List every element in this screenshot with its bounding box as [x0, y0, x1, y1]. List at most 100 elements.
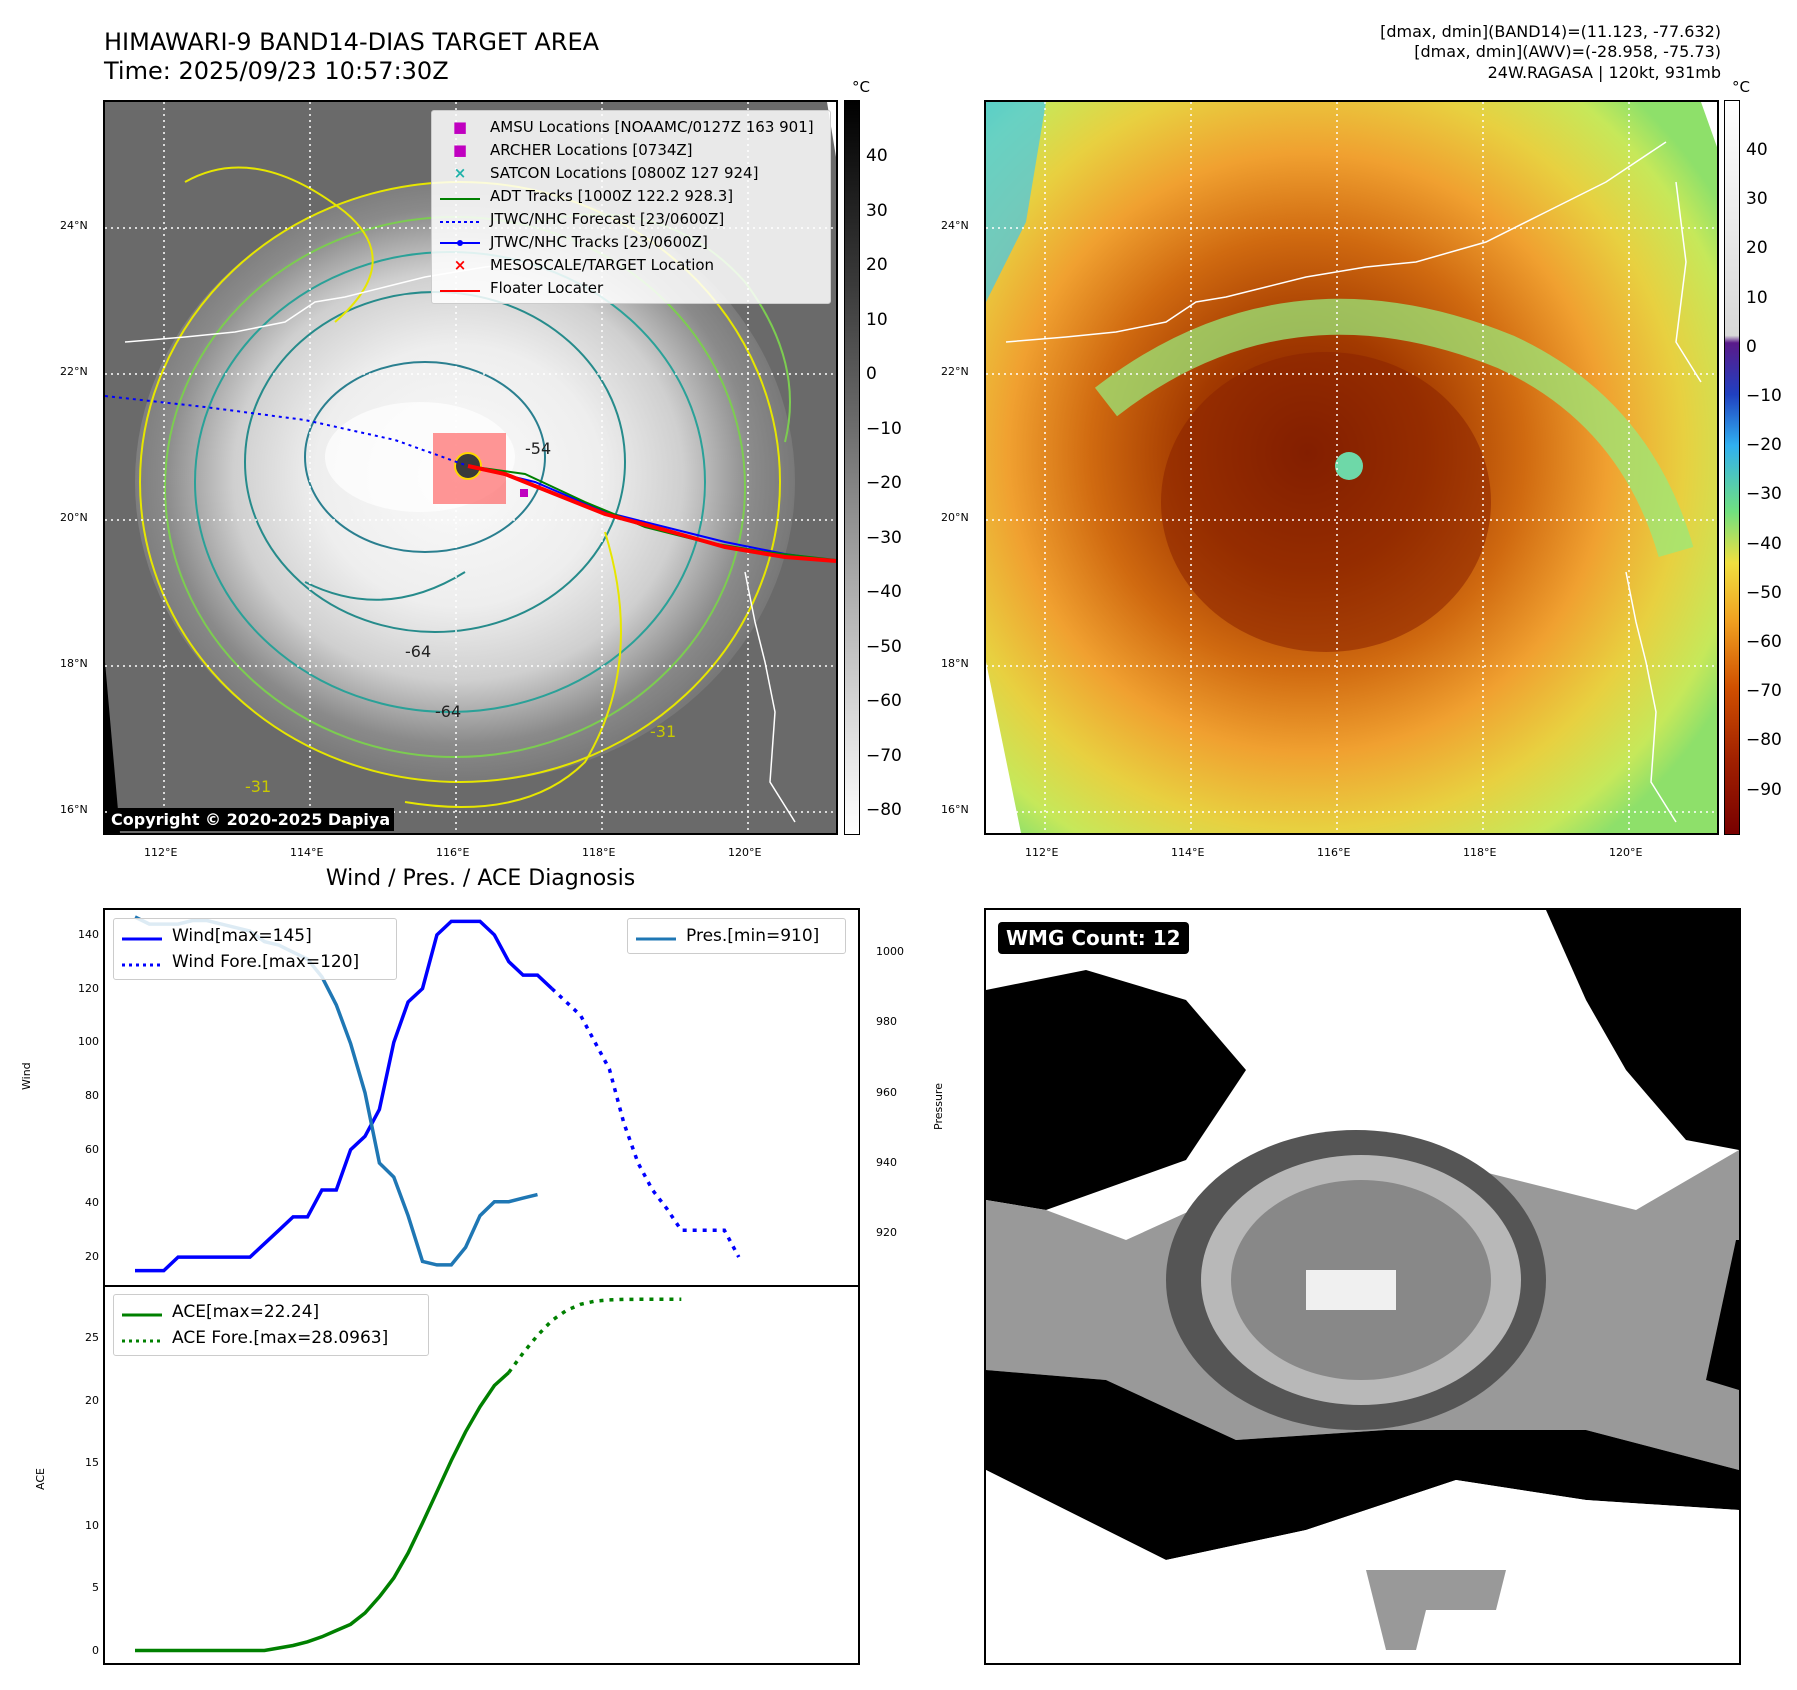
legend-label-forecast: JTWC/NHC Forecast [23/0600Z]	[490, 209, 725, 228]
wmg-gray-patch-lower	[1366, 1570, 1506, 1650]
legend-label-wind: Wind[max=145]	[172, 926, 312, 946]
wmg-white-lower	[986, 1470, 1739, 1663]
contour-yellow-band	[184, 166, 374, 323]
core-region	[1161, 352, 1491, 652]
legend-line-icon	[122, 926, 162, 946]
wind-ytick-0: 140	[78, 927, 99, 941]
amsu-marker	[520, 489, 528, 497]
color-map-panel	[984, 100, 1719, 835]
wind-ytick-1: 120	[78, 981, 99, 995]
lon-tick-114-left: 114°E	[290, 846, 324, 859]
wind-layer	[135, 919, 741, 1273]
ace-legend: ACE[max=22.24] ACE Fore.[max=28.0963]	[113, 1294, 429, 1356]
legend-line-icon	[122, 1302, 162, 1322]
ace-layer	[135, 1297, 682, 1653]
ace-forecast-line	[507, 1297, 682, 1374]
ace-ytick-0: 25	[85, 1331, 99, 1344]
color-colorbar-tick-6: −20	[1746, 435, 1782, 456]
color-colorbar-tick-13: −90	[1746, 779, 1782, 800]
legend-line-icon	[440, 187, 480, 205]
legend-label-ace-fore: ACE Fore.[max=28.0963]	[172, 1328, 389, 1348]
lat-tick-24-right: 24°N	[941, 219, 969, 232]
ace-ytick-3: 10	[85, 1518, 99, 1532]
meta-band14: [dmax, dmin](BAND14)=(11.123, -77.632)	[1380, 22, 1721, 41]
meta-awv: [dmax, dmin](AWV)=(-28.958, -75.73)	[1414, 42, 1721, 61]
wmg-svg	[986, 910, 1739, 1663]
gray-colorbar-tick-8: −40	[866, 582, 902, 602]
gray-colorbar-tick-7: −30	[866, 527, 902, 548]
wind-ytick-2: 100	[78, 1035, 99, 1049]
legend-row-forecast: JTWC/NHC Forecast [23/0600Z]	[440, 207, 822, 230]
wind-ytick-4: 60	[85, 1142, 99, 1156]
ace-line	[135, 1371, 510, 1653]
figure-title-line2: Time: 2025/09/23 10:57:30Z	[104, 57, 449, 85]
color-nodata-left	[986, 662, 1021, 833]
copyright-label: Copyright © 2020-2025 Dapiya	[107, 808, 395, 831]
legend-label-archer: ARCHER Locations [0734Z]	[490, 140, 693, 159]
legend-label-mesoscale: MESOSCALE/TARGET Location	[490, 255, 715, 274]
ace-ytick-4: 5	[92, 1581, 99, 1594]
pres-ytick-2: 960	[876, 1085, 897, 1099]
lon-tick-120-left: 120°E	[728, 846, 762, 859]
legend-row-tracks: JTWC/NHC Tracks [23/0600Z]	[440, 230, 822, 253]
contour-label-5: -31	[245, 777, 271, 796]
wind-forecast-line	[550, 987, 741, 1258]
lon-tick-120-right: 120°E	[1609, 846, 1643, 859]
wmg-count-badge: WMG Count: 12	[998, 922, 1189, 954]
contour-teal-inner	[304, 361, 546, 553]
color-colorbar-tick-3: 10	[1746, 287, 1768, 308]
legend-row-mesoscale: × MESOSCALE/TARGET Location	[440, 253, 822, 276]
legend-square-icon: ■	[452, 140, 468, 159]
floater-track	[467, 464, 836, 563]
color-map-svg	[986, 102, 1717, 833]
color-colorbar-tick-8: −40	[1746, 533, 1782, 554]
legend-label-pres: Pres.[min=910]	[686, 926, 820, 946]
gray-colorbar-tick-11: −70	[866, 745, 902, 766]
coastline-luzon	[744, 571, 796, 823]
coastline-china	[1005, 141, 1667, 343]
lat-tick-22-right: 22°N	[941, 365, 969, 378]
color-colorbar-tick-5: −10	[1746, 386, 1782, 406]
lon-tick-118-left: 118°E	[582, 846, 616, 859]
meta-storm: 24W.RAGASA | 120kt, 931mb	[1487, 63, 1721, 82]
wmg-black-right	[1706, 1240, 1739, 1390]
wmg-panel: WMG Count: 12	[984, 908, 1741, 1665]
contour-label-6: -31	[650, 722, 676, 741]
color-colorbar-tick-11: −70	[1746, 681, 1782, 702]
contour-yellow-lower	[404, 531, 622, 808]
legend-row-wind-fore: Wind Fore.[max=120]	[122, 949, 388, 975]
legend-x-icon: ×	[453, 255, 467, 274]
ir-map-panel: -54 -64 -64 -31 -31 ■ AMSU Locations [NOA…	[103, 100, 838, 835]
gray-colorbar-tick-9: −50	[866, 636, 902, 657]
color-colorbar-tick-10: −60	[1746, 632, 1782, 652]
ace-ytick-1: 20	[85, 1393, 99, 1407]
wmg-eye	[1306, 1270, 1396, 1310]
pres-ytick-4: 920	[876, 1226, 897, 1240]
lat-tick-24-left: 24°N	[60, 219, 88, 232]
legend-dotted-line-icon	[122, 1328, 162, 1348]
diagnosis-title: Wind / Pres. / ACE Diagnosis	[325, 866, 636, 891]
lat-tick-16-right: 16°N	[941, 803, 969, 816]
color-colorbar-tick-0: 40	[1746, 140, 1768, 160]
gray-colorbar-tick-1: 30	[866, 200, 888, 221]
wind-line	[135, 919, 554, 1273]
contour-label-0: -54	[525, 439, 551, 458]
legend-label-ace: ACE[max=22.24]	[172, 1302, 320, 1322]
pres-legend: Pres.[min=910]	[627, 918, 846, 954]
legend-row-floater: Floater Locater	[440, 276, 822, 299]
lat-tick-20-left: 20°N	[60, 511, 88, 524]
wind-ytick-5: 40	[85, 1196, 99, 1210]
legend-square-icon: ■	[452, 117, 468, 136]
color-colorbar-tick-7: −30	[1746, 484, 1782, 505]
legend-dotted-line-icon	[440, 210, 480, 228]
lat-tick-20-right: 20°N	[941, 511, 969, 524]
gray-colorbar-tick-5: −10	[866, 418, 902, 439]
wind-legend: Wind[max=145] Wind Fore.[max=120]	[113, 918, 397, 980]
gray-colorbar	[844, 100, 860, 835]
pres-ylabel: Pressure	[932, 1083, 945, 1130]
contour-label-2: -64	[405, 642, 431, 661]
wind-ytick-3: 80	[85, 1089, 99, 1102]
ace-ytick-2: 15	[85, 1456, 99, 1469]
color-grid	[986, 102, 1717, 833]
color-colorbar	[1724, 100, 1740, 835]
